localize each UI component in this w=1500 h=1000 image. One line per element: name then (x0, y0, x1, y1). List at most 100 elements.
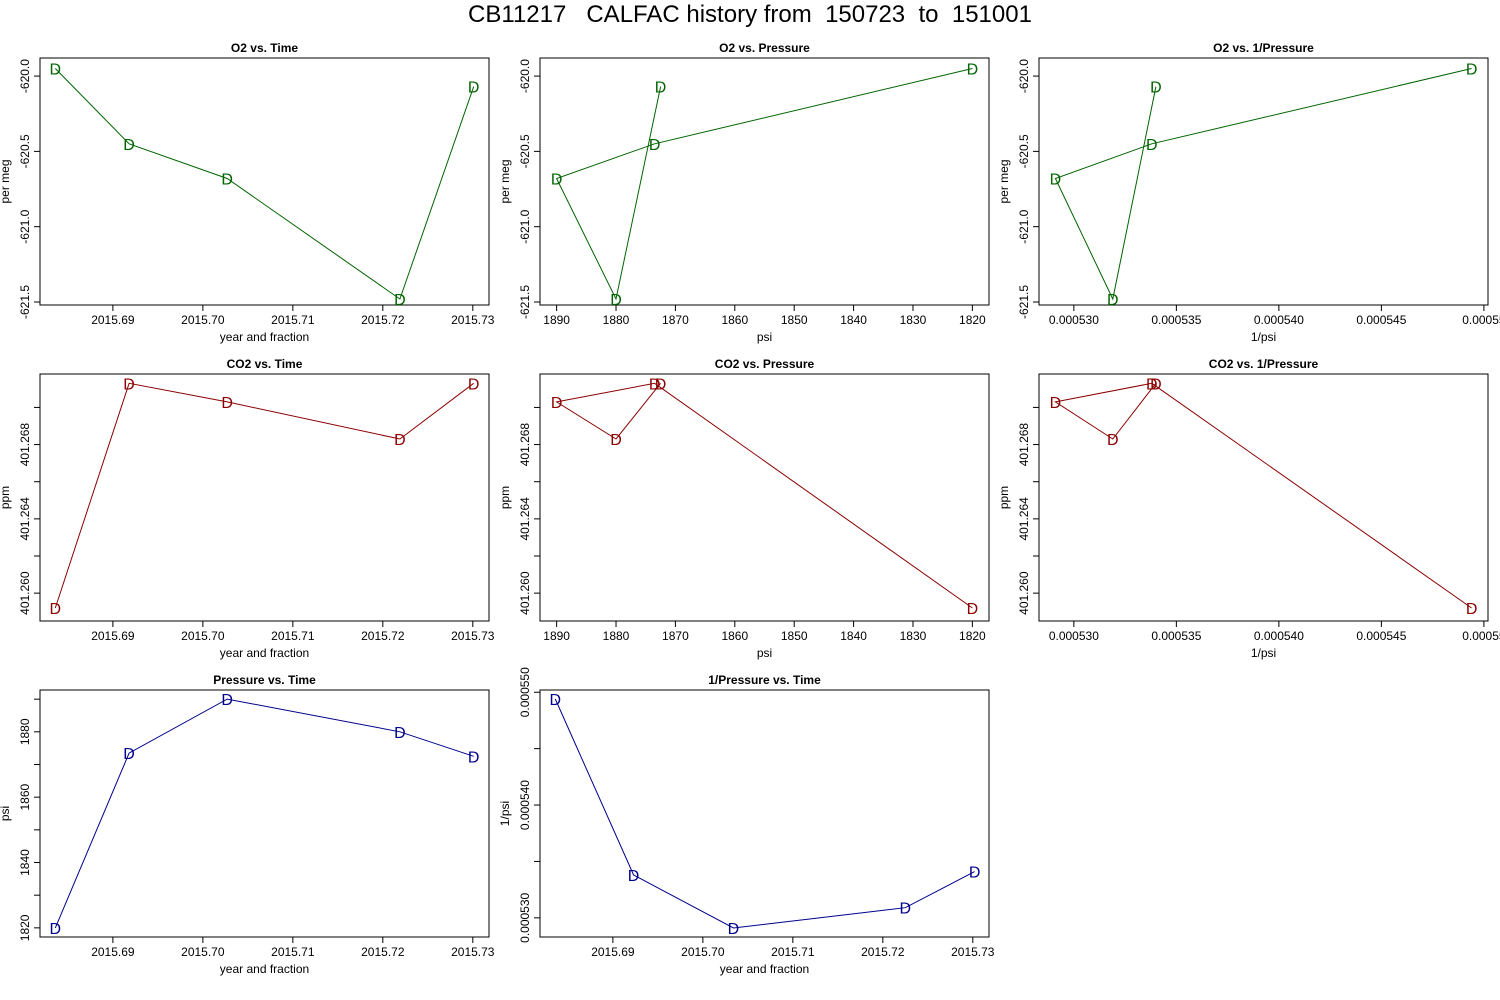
series-line (555, 382, 973, 609)
x-tick-label: 1880 (603, 629, 630, 643)
y-tick-label: -620.5 (518, 134, 532, 168)
y-axis-label: ppm (0, 486, 12, 509)
y-tick-label: -620.5 (1017, 134, 1031, 168)
x-tick-label: 2015.72 (861, 945, 905, 959)
data-point: D (967, 601, 979, 618)
data-point: D (1107, 432, 1119, 449)
x-tick-label: 2015.73 (451, 313, 495, 327)
data-point: D (649, 137, 661, 154)
chart-panel-5: CO2 vs. Pressure 1890 1880 1870 1860 1850 1840… (498, 357, 990, 660)
y-tick-label: 401.260 (518, 571, 532, 615)
x-tick-label: 0.00055 (1462, 629, 1500, 643)
x-tick-label: 2015.70 (181, 945, 225, 959)
y-tick-label: -620.0 (1017, 59, 1031, 93)
x-tick-label: 1850 (781, 629, 808, 643)
x-tick-label: 2015.71 (271, 313, 315, 327)
chart-panel-7: Pressure vs. Time 2015.69 2015.70 2015.71 20… (0, 673, 495, 976)
data-point: D (551, 171, 563, 188)
x-tick-label: 2015.70 (681, 945, 725, 959)
x-tick-label: 0.000535 (1151, 313, 1201, 327)
x-tick-label: 1850 (781, 313, 808, 327)
chart-panel-3: O2 vs. 1/Pressure 0.000530 0.000535 0.00054… (997, 41, 1500, 344)
x-tick-label: 1840 (840, 629, 867, 643)
data-point: D (221, 395, 233, 412)
y-tick-label: -621.5 (518, 285, 532, 319)
data-point: D (123, 376, 135, 393)
y-tick-label: -620.5 (18, 134, 32, 168)
x-tick-label: 2015.69 (91, 313, 135, 327)
data-point: D (468, 376, 480, 393)
data-point: D (1050, 395, 1062, 412)
series-line (1054, 68, 1472, 301)
y-tick-label: 1860 (18, 783, 32, 810)
plot-frame (539, 57, 990, 306)
x-axis-label: 1/psi (1251, 646, 1276, 660)
x-tick-label: 1870 (662, 629, 689, 643)
x-axis-label: year and fraction (220, 962, 309, 976)
y-tick-label: -620.0 (18, 59, 32, 93)
x-tick-label: 1890 (543, 313, 570, 327)
x-tick-label: 2015.71 (271, 629, 315, 643)
series-line (554, 698, 975, 929)
data-point: D (1146, 137, 1158, 154)
x-tick-label: 0.000540 (1254, 629, 1304, 643)
chart-title: CO2 vs. Pressure (715, 357, 815, 371)
plot-frame (1038, 373, 1489, 622)
x-tick-label: 1820 (959, 629, 986, 643)
series-line (1054, 382, 1472, 609)
data-point: D (50, 921, 62, 938)
chart-panel-4: CO2 vs. Time 2015.69 2015.70 2015.71 2015.72… (0, 357, 495, 660)
x-tick-label: 2015.72 (361, 313, 405, 327)
data-point: D (394, 292, 406, 309)
y-tick-label: 0.000540 (518, 780, 532, 830)
y-tick-label: 401.268 (1017, 423, 1031, 467)
data-point: D (900, 901, 912, 918)
plot-frame (39, 689, 490, 938)
data-point: D (550, 692, 562, 709)
y-tick-label: 1840 (18, 849, 32, 876)
x-tick-label: 1870 (662, 313, 689, 327)
x-axis-label: psi (757, 646, 772, 660)
x-tick-label: 2015.69 (91, 629, 135, 643)
y-tick-label: 401.268 (18, 423, 32, 467)
data-point: D (50, 62, 62, 79)
data-point: D (1150, 376, 1162, 393)
data-point: D (1146, 376, 1158, 393)
y-tick-label: -620.0 (518, 59, 532, 93)
x-tick-label: 1830 (900, 629, 927, 643)
x-tick-label: 0.000545 (1356, 629, 1406, 643)
x-tick-label: 1840 (840, 313, 867, 327)
x-axis-label: psi (757, 330, 772, 344)
y-tick-label: 0.000550 (518, 667, 532, 717)
y-axis-label: per meg (498, 159, 512, 203)
data-point: D (468, 80, 480, 97)
data-point: D (728, 921, 740, 938)
y-tick-label: -621.0 (1017, 209, 1031, 243)
y-tick-label: 401.264 (518, 497, 532, 541)
x-tick-label: 2015.73 (951, 945, 995, 959)
data-point: D (1050, 171, 1062, 188)
data-point: D (1107, 292, 1119, 309)
y-axis-label: ppm (498, 486, 512, 509)
data-point: D (1466, 601, 1478, 618)
data-point: D (655, 376, 667, 393)
data-point: D (123, 746, 135, 763)
data-point: D (1150, 80, 1162, 97)
data-point: D (394, 432, 406, 449)
chart-panel-1: O2 vs. Time 2015.69 2015.70 2015.71 2015.72 2… (0, 41, 495, 344)
x-tick-label: 2015.70 (181, 313, 225, 327)
data-point: D (649, 376, 661, 393)
x-tick-label: 2015.69 (91, 945, 135, 959)
x-tick-label: 2015.71 (771, 945, 815, 959)
data-point: D (967, 62, 979, 79)
data-point: D (1466, 62, 1478, 79)
x-axis-label: year and fraction (220, 646, 309, 660)
data-point: D (655, 80, 667, 97)
chart-panel-8: 1/Pressure vs. Time 2015.69 2015.70 2015.71… (498, 667, 995, 976)
plot-frame (539, 373, 990, 622)
y-tick-label: -621.5 (18, 285, 32, 319)
data-point: D (394, 725, 406, 742)
x-tick-label: 2015.72 (361, 629, 405, 643)
y-tick-label: 401.264 (18, 497, 32, 541)
data-point: D (969, 865, 981, 882)
